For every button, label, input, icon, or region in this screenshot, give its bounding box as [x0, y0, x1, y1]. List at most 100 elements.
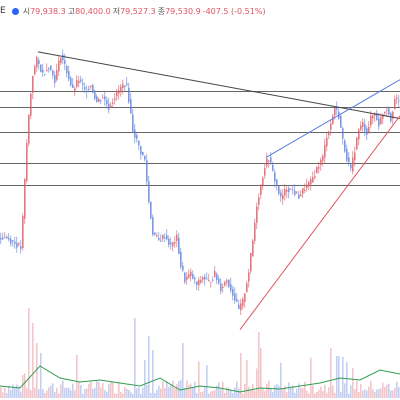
candle-body — [296, 191, 298, 193]
candle-body — [32, 75, 34, 93]
volume-bar — [390, 390, 392, 398]
volume-bar — [170, 384, 172, 398]
volume-bar — [136, 388, 138, 398]
candle-body — [132, 114, 134, 132]
volume-ma — [0, 365, 400, 393]
volume-bar — [0, 387, 2, 398]
candle-body — [176, 234, 178, 241]
volume-bar — [354, 388, 356, 398]
volume-bar — [212, 390, 214, 398]
candle-body — [182, 265, 184, 271]
volume-bar — [42, 389, 44, 398]
candle-body — [20, 246, 22, 249]
volume-bar — [88, 383, 90, 398]
candle-body — [142, 151, 144, 155]
volume-bar — [268, 380, 270, 398]
volume-bar — [310, 357, 312, 398]
candle-body — [260, 184, 262, 195]
volume-bar — [108, 384, 110, 398]
volume-bar — [392, 390, 394, 398]
volume-bar — [348, 393, 350, 398]
candle-body — [106, 100, 108, 105]
volume-bar — [122, 393, 124, 398]
candle-body — [392, 111, 394, 119]
volume-bar — [54, 392, 56, 398]
candle-body — [350, 164, 352, 169]
candle-body — [312, 177, 314, 183]
candle-body — [316, 166, 318, 174]
volume-bar — [278, 385, 280, 398]
volume-bar — [208, 393, 210, 398]
volume-bar — [142, 387, 144, 398]
volume-bar — [276, 384, 278, 398]
volume-bar — [2, 392, 4, 398]
candles — [0, 49, 400, 316]
volume-bar — [30, 390, 32, 398]
volume-bar — [388, 383, 390, 398]
candle-body — [246, 283, 248, 292]
candle-body — [228, 279, 230, 287]
volume-bar — [40, 353, 42, 398]
candle-body — [38, 60, 40, 64]
volume-bar — [274, 385, 276, 398]
candle-body — [196, 281, 198, 285]
volume-bar — [280, 362, 282, 398]
volume-bar — [86, 388, 88, 398]
volume-bar — [34, 387, 36, 398]
candle-body — [84, 87, 86, 90]
candle-body — [372, 115, 374, 119]
volume-bar — [164, 388, 166, 398]
candle-body — [104, 96, 106, 100]
candle-body — [270, 157, 272, 163]
volume-bar — [158, 385, 160, 398]
candle-body — [370, 115, 372, 126]
volume-bar — [256, 368, 258, 398]
candle-body — [150, 201, 152, 219]
candle-body — [334, 107, 336, 116]
candle-body — [188, 274, 190, 278]
volume-bar — [336, 356, 338, 398]
candle-body — [178, 238, 180, 254]
rising-resistance-line[interactable] — [265, 79, 400, 158]
candle-body — [140, 146, 142, 155]
candle-body — [264, 168, 266, 176]
volume-bar — [118, 382, 120, 398]
volume-bar — [38, 389, 40, 398]
candle-body — [306, 184, 308, 188]
volume-bar — [258, 332, 260, 398]
candle-body — [68, 71, 70, 80]
candle-body — [76, 80, 78, 88]
rising-support-line[interactable] — [239, 115, 400, 330]
volume-bar — [36, 343, 38, 398]
volume-bar — [184, 387, 186, 398]
volume-bar — [370, 380, 372, 398]
candle-body — [120, 86, 122, 91]
volume-bar — [246, 360, 248, 398]
volume-bar — [358, 391, 360, 398]
volume-bar — [210, 391, 212, 398]
volume-ma-line — [0, 365, 400, 393]
candle-body — [240, 303, 242, 311]
candle-body — [378, 118, 380, 127]
status-dot-icon — [11, 7, 19, 15]
volume-bar — [58, 393, 60, 398]
candle-body — [112, 102, 114, 104]
symbol-label[interactable]: E — [0, 6, 6, 16]
falling-trendline[interactable] — [37, 51, 400, 120]
volume-bar — [242, 393, 244, 398]
candle-body — [356, 137, 358, 150]
trendlines[interactable] — [37, 51, 400, 330]
volume-bar — [326, 392, 328, 398]
candle-body — [102, 97, 104, 99]
candle-body — [152, 217, 154, 235]
candle-body — [4, 237, 6, 238]
volume-bar — [44, 392, 46, 398]
candle-body — [50, 65, 52, 70]
candle-body — [2, 237, 4, 240]
candle-body — [364, 124, 366, 131]
candle-body — [54, 75, 56, 83]
candle-body — [254, 222, 256, 241]
candle-body — [180, 251, 182, 267]
volume-bar — [298, 383, 300, 398]
